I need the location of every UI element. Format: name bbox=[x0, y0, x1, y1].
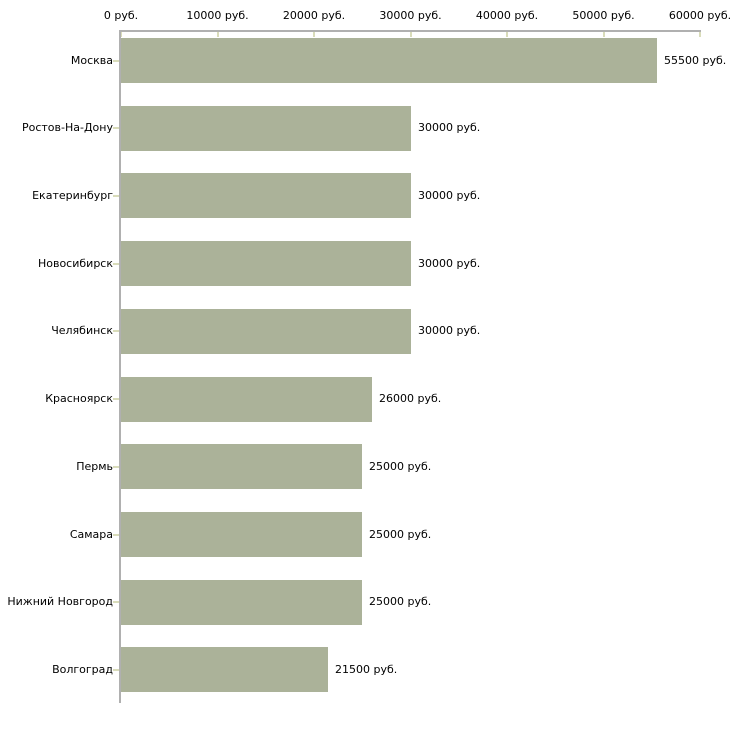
x-axis-tick bbox=[699, 32, 701, 37]
x-axis-tick-label: 10000 руб. bbox=[186, 9, 249, 22]
category-label: Москва bbox=[70, 53, 113, 67]
x-axis-tick bbox=[409, 32, 412, 37]
bar-value-label: 26000 руб. bbox=[379, 392, 442, 406]
bar bbox=[121, 647, 328, 693]
bar bbox=[121, 376, 372, 422]
x-axis-line bbox=[120, 30, 701, 32]
x-axis-tick-label: 30000 руб. bbox=[379, 9, 442, 22]
x-axis-tick-label: 50000 руб. bbox=[572, 9, 635, 22]
category-label: Ростов-На-Дону bbox=[21, 121, 113, 135]
bar bbox=[121, 241, 411, 287]
x-axis-tick bbox=[602, 32, 605, 37]
bar-value-label: 21500 руб. bbox=[335, 662, 398, 676]
y-axis-tick bbox=[113, 262, 119, 265]
y-axis-tick bbox=[113, 465, 119, 468]
category-label: Челябинск bbox=[51, 324, 113, 338]
y-axis-tick bbox=[113, 533, 119, 536]
y-axis-tick bbox=[113, 398, 119, 401]
x-axis-tick-label: 0 руб. bbox=[103, 9, 139, 22]
bar-value-label: 30000 руб. bbox=[418, 324, 481, 338]
bar bbox=[121, 38, 657, 83]
bar-value-label: 25000 руб. bbox=[369, 595, 432, 609]
category-label: Екатеринбург bbox=[32, 188, 113, 202]
category-label: Самара bbox=[69, 527, 113, 541]
x-axis-tick bbox=[506, 32, 508, 37]
category-label: Красноярск bbox=[45, 392, 113, 406]
x-axis-tick-label: 20000 руб. bbox=[282, 9, 346, 22]
category-label: Новосибирск bbox=[37, 256, 113, 270]
y-axis-line bbox=[119, 30, 121, 703]
bar bbox=[121, 444, 362, 490]
x-axis-tick bbox=[216, 32, 219, 37]
bar-value-label: 30000 руб. bbox=[418, 256, 481, 270]
bar-value-label: 30000 руб. bbox=[418, 121, 481, 135]
x-axis-tick bbox=[120, 32, 122, 37]
bar-value-label: 25000 руб. bbox=[369, 527, 432, 541]
bar bbox=[121, 512, 362, 558]
bar-value-label: 30000 руб. bbox=[418, 188, 481, 202]
bar bbox=[121, 105, 411, 151]
y-axis-tick bbox=[113, 127, 119, 130]
bar-value-label: 25000 руб. bbox=[369, 459, 432, 473]
bar bbox=[121, 173, 411, 219]
bar bbox=[121, 308, 411, 354]
y-axis-tick bbox=[113, 668, 119, 671]
category-label: Нижний Новгород bbox=[7, 595, 113, 609]
y-axis-tick bbox=[113, 601, 119, 604]
y-axis-tick bbox=[113, 59, 119, 62]
x-axis-tick bbox=[313, 32, 315, 37]
y-axis-tick bbox=[113, 330, 119, 333]
bar-value-label: 55500 руб. bbox=[664, 53, 727, 67]
bar bbox=[121, 579, 362, 625]
x-axis-tick-label: 40000 руб. bbox=[475, 9, 539, 22]
category-label: Пермь bbox=[76, 459, 113, 473]
x-axis-tick-label: 60000 руб. bbox=[668, 9, 730, 22]
y-axis-tick bbox=[113, 194, 119, 197]
category-label: Волгоград bbox=[52, 662, 113, 676]
